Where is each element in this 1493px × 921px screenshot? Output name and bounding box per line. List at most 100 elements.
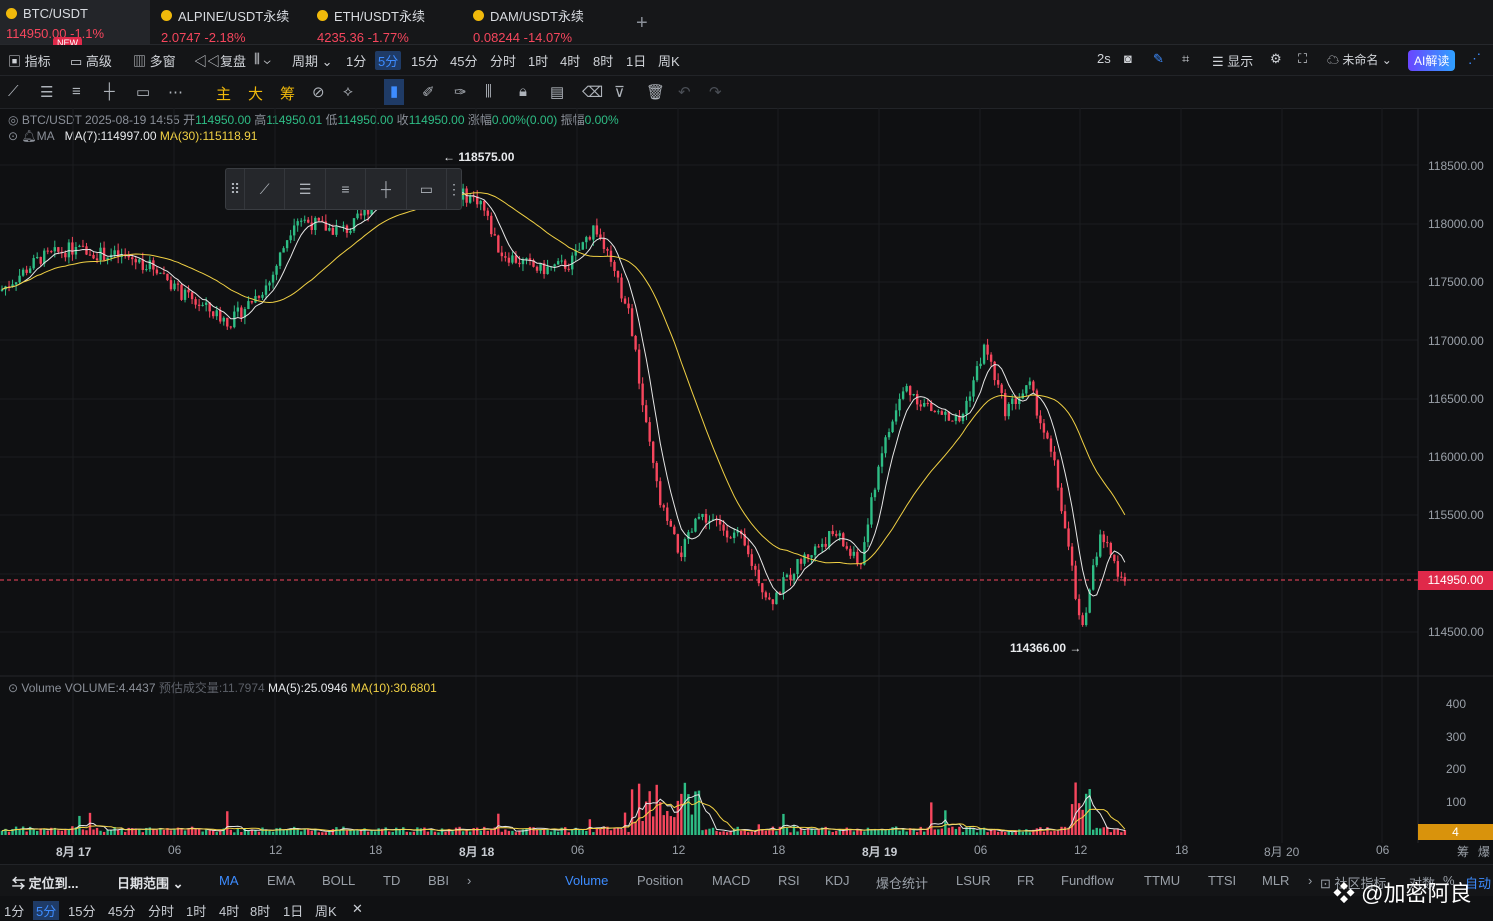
indicator-ema[interactable]: EMA bbox=[267, 873, 296, 888]
main-force-button[interactable]: 主 bbox=[216, 86, 232, 103]
trendline-icon[interactable]: ⟋ bbox=[245, 169, 286, 209]
timeframe-1m[interactable]: 1分 bbox=[4, 904, 25, 919]
add-tab-button[interactable]: + bbox=[636, 12, 648, 34]
fullscreen-icon[interactable]: ⛶ bbox=[1298, 51, 1308, 66]
magnet-icon[interactable]: ⊘ bbox=[312, 84, 325, 101]
redo-icon[interactable]: ↷ bbox=[709, 84, 722, 101]
filter-icon[interactable]: ⊽ bbox=[614, 84, 625, 101]
log-scale-toggle[interactable]: 对数 bbox=[1409, 876, 1436, 891]
collapse-icon[interactable]: ⊙ bbox=[8, 681, 19, 695]
chip-toggle[interactable]: 筹 bbox=[1457, 845, 1470, 859]
timeframe-timeline[interactable]: 分时 bbox=[148, 904, 175, 919]
settings-icon[interactable]: ⚙ bbox=[1270, 51, 1282, 66]
interval-5m[interactable]: 5分 bbox=[375, 51, 402, 70]
trendline-icon[interactable]: ⟋ bbox=[8, 83, 19, 100]
layout-name-dropdown[interactable]: ☁ 未命名 ⌄ bbox=[1327, 53, 1392, 67]
horizontal-lines-icon[interactable]: ≡ bbox=[326, 169, 367, 209]
eye-icon[interactable]: ◎ bbox=[8, 113, 19, 127]
interval-4h[interactable]: 4时 bbox=[560, 54, 581, 69]
timeframe-45m[interactable]: 45分 bbox=[108, 904, 136, 919]
tab-dam[interactable]: DAM/USDT永续 0.08244 -14.07% bbox=[467, 0, 617, 45]
parallel-lines-icon[interactable]: ☰ bbox=[285, 169, 326, 209]
liquidation-toggle[interactable]: 爆 bbox=[1478, 845, 1491, 859]
indicator-ma[interactable]: MA bbox=[219, 873, 239, 888]
refresh-interval[interactable]: 2s bbox=[1097, 51, 1111, 66]
interval-1d[interactable]: 1日 bbox=[626, 54, 647, 69]
community-indicators-button[interactable]: ⊡ 社区指标 bbox=[1320, 876, 1387, 891]
big-order-button[interactable]: 大 bbox=[248, 86, 264, 103]
indicator-liquidation[interactable]: 爆仓统计 bbox=[876, 876, 929, 891]
bookmark-icon[interactable]: ▮ bbox=[384, 79, 405, 105]
horizontal-line-icon[interactable]: ┼ bbox=[104, 83, 115, 100]
date-range-dropdown[interactable]: 日期范围 ⌄ bbox=[117, 876, 184, 891]
interval-15m[interactable]: 15分 bbox=[411, 54, 439, 69]
timeframe-1h[interactable]: 1时 bbox=[186, 904, 207, 919]
indicator-fundflow[interactable]: Fundflow bbox=[1061, 873, 1114, 888]
indicator-macd[interactable]: MACD bbox=[712, 873, 751, 888]
trash-icon[interactable]: 🗑︎ bbox=[646, 84, 666, 101]
note-icon[interactable]: ▤ bbox=[550, 84, 565, 101]
multi-window-button[interactable]: ▥ 多窗 bbox=[133, 54, 176, 69]
interval-1m[interactable]: 1分 bbox=[346, 54, 367, 69]
indicator-ttmu[interactable]: TTMU bbox=[1144, 873, 1181, 888]
display-button[interactable]: ☰ 显示 bbox=[1212, 54, 1254, 69]
horizontal-line-icon[interactable]: ┼ bbox=[366, 169, 407, 209]
timeframe-8h[interactable]: 8时 bbox=[250, 904, 271, 919]
replay-button[interactable]: ◁◁复盘 bbox=[194, 54, 247, 69]
parallel-lines-icon[interactable]: ☰ bbox=[40, 84, 54, 101]
indicator-td[interactable]: TD bbox=[383, 873, 401, 888]
interval-week[interactable]: 周K bbox=[658, 54, 680, 69]
indicator-boll[interactable]: BOLL bbox=[322, 873, 356, 888]
interval-8h[interactable]: 8时 bbox=[593, 54, 614, 69]
chip-button[interactable]: 筹 bbox=[280, 86, 296, 103]
rectangle-icon[interactable]: ▭ bbox=[136, 84, 151, 101]
tab-btc[interactable]: BTC/USDT 114950.00 -1.1% bbox=[0, 0, 150, 44]
chart-type-button[interactable]: ⫼ ⌄ bbox=[254, 51, 271, 66]
brush-icon[interactable]: ✑ bbox=[454, 84, 467, 101]
timeframe-5m[interactable]: 5分 bbox=[33, 901, 60, 920]
auto-scale-toggle[interactable]: 自动 bbox=[1465, 876, 1492, 891]
candles-icon[interactable]: ⫼ bbox=[485, 83, 492, 100]
bell-icon[interactable]: 🔔︎ bbox=[21, 129, 37, 143]
collapse-icon[interactable]: ⊙ bbox=[8, 129, 19, 143]
measure-icon[interactable]: ⟡ bbox=[343, 83, 353, 100]
crop-icon[interactable]: ⌗ bbox=[1182, 51, 1190, 66]
more-tools-icon[interactable]: ⋯ bbox=[168, 84, 183, 101]
interval-45m[interactable]: 45分 bbox=[450, 54, 478, 69]
indicators-button[interactable]: ▣ 指标 bbox=[8, 54, 51, 69]
percent-scale-toggle[interactable]: % bbox=[1443, 873, 1455, 888]
ai-explain-button[interactable]: AI解读 bbox=[1408, 50, 1456, 71]
locate-button[interactable]: ⇆ 定位到... bbox=[12, 876, 79, 891]
camera-icon[interactable]: ◙ bbox=[1124, 51, 1132, 66]
timeframe-15m[interactable]: 15分 bbox=[68, 904, 96, 919]
indicator-ttsi[interactable]: TTSI bbox=[1208, 873, 1237, 888]
indicator-bbi[interactable]: BBI bbox=[428, 873, 449, 888]
share-icon[interactable]: ⋰ bbox=[1468, 51, 1481, 66]
eraser-icon[interactable]: ⌫ bbox=[582, 84, 604, 101]
indicator-position[interactable]: Position bbox=[637, 873, 684, 888]
chevron-right-icon[interactable]: › bbox=[467, 873, 472, 888]
rectangle-icon[interactable]: ▭ bbox=[407, 169, 448, 209]
timeframe-1d[interactable]: 1日 bbox=[283, 904, 304, 919]
period-dropdown[interactable]: 周期 ⌄ bbox=[292, 54, 333, 69]
horizontal-lines-icon[interactable]: ≡ bbox=[72, 83, 81, 100]
close-icon[interactable]: ✕ bbox=[352, 901, 363, 916]
pencil-icon[interactable]: ✎ bbox=[1153, 51, 1164, 66]
undo-icon[interactable]: ↶ bbox=[678, 84, 691, 101]
interval-1h[interactable]: 1时 bbox=[528, 54, 549, 69]
ruler-icon[interactable]: ✐ bbox=[422, 84, 435, 101]
indicator-volume[interactable]: Volume bbox=[565, 873, 609, 888]
timeframe-week[interactable]: 周K bbox=[315, 904, 337, 919]
indicator-kdj[interactable]: KDJ bbox=[825, 873, 850, 888]
interval-timeline[interactable]: 分时 bbox=[490, 54, 517, 69]
indicator-fr[interactable]: FR bbox=[1017, 873, 1035, 888]
candlestick-chart[interactable] bbox=[0, 108, 1493, 843]
indicator-mlr[interactable]: MLR bbox=[1262, 873, 1290, 888]
tab-eth[interactable]: ETH/USDT永续 4235.36 -1.77% bbox=[311, 0, 461, 45]
indicator-rsi[interactable]: RSI bbox=[778, 873, 800, 888]
timeframe-4h[interactable]: 4时 bbox=[219, 904, 240, 919]
more-handle-icon[interactable]: ⋮ bbox=[447, 181, 462, 197]
tab-alpine[interactable]: ALPINE/USDT永续 2.0747 -2.18% bbox=[155, 0, 305, 45]
indicator-lsur[interactable]: LSUR bbox=[956, 873, 991, 888]
lock-icon[interactable]: 🔒︎ bbox=[519, 83, 527, 100]
